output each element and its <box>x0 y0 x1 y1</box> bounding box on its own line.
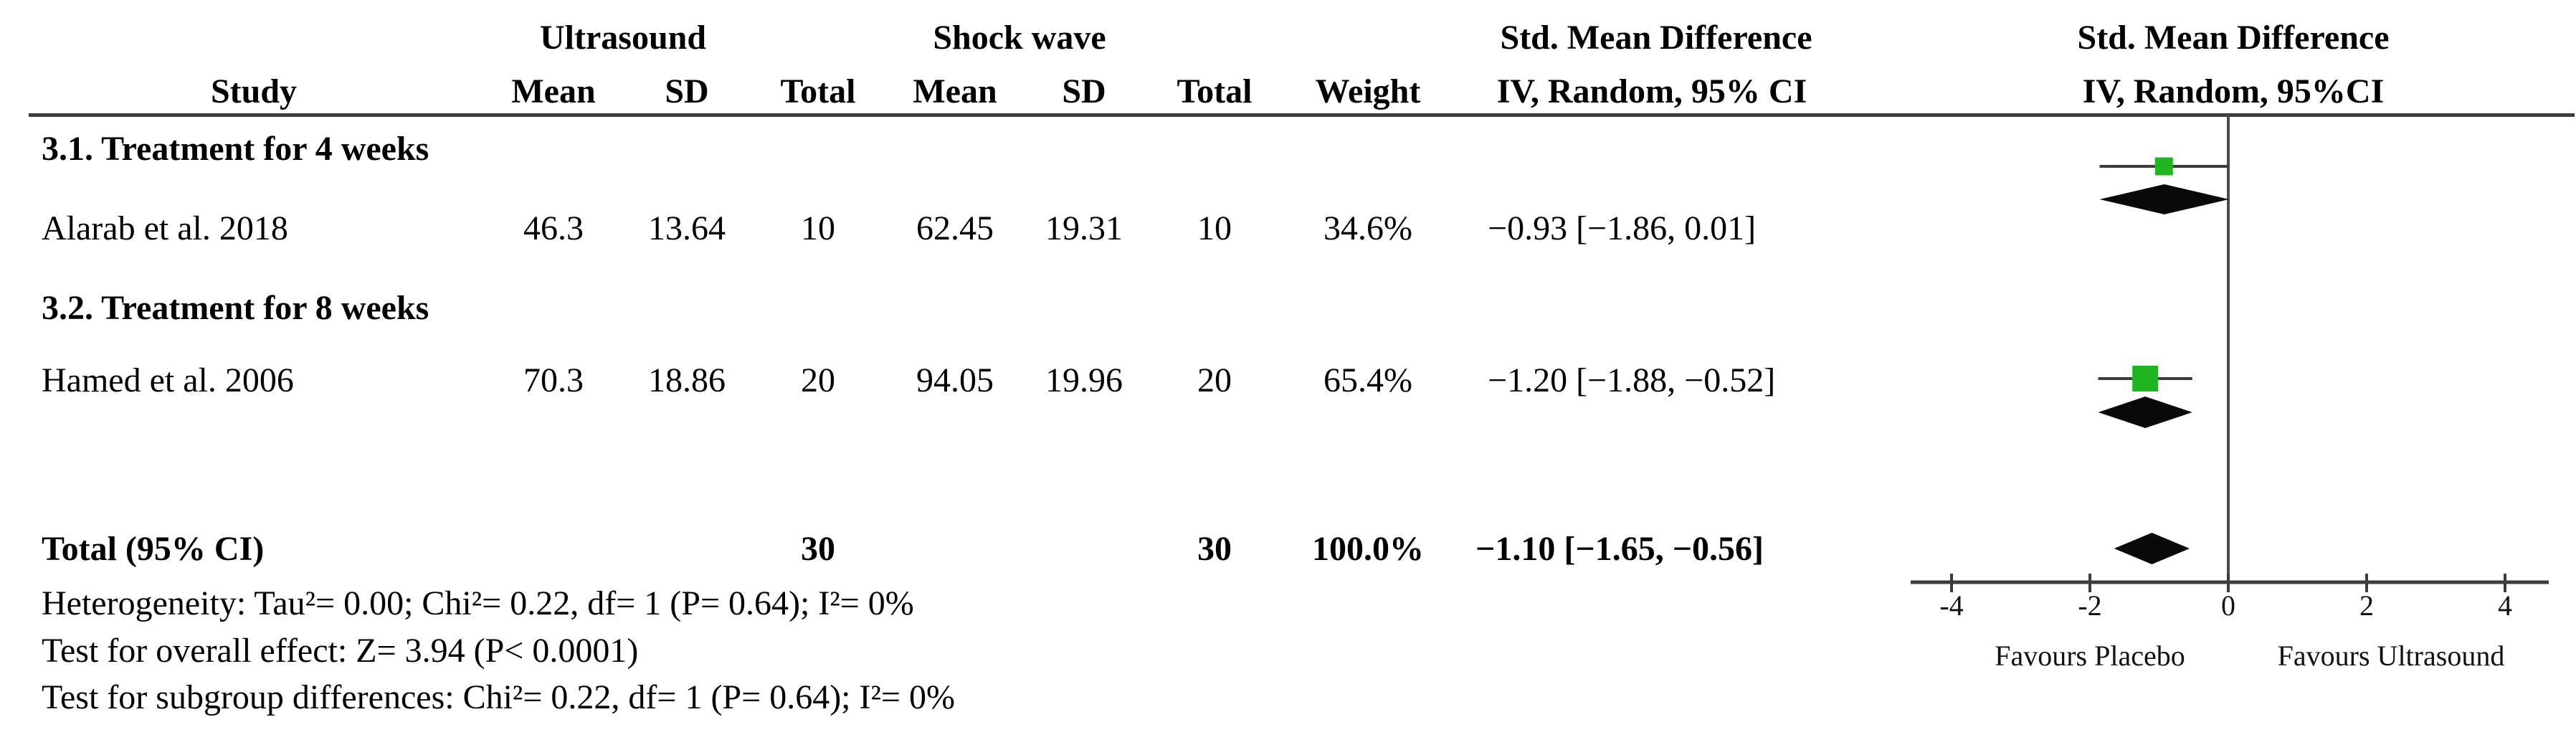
col-header-mean-us: Mean <box>511 72 596 110</box>
cell-mean-sw: 62.45 <box>916 209 994 247</box>
total-diamond <box>2114 533 2190 564</box>
study-name: Alarab et al. 2018 <box>42 209 288 247</box>
subtotal-diamond <box>2098 397 2192 428</box>
cell-weight: 34.6% <box>1323 209 1412 247</box>
total-weight: 100.0% <box>1312 530 1424 568</box>
col-header-ci-left: IV, Random, 95% CI <box>1496 72 1807 110</box>
total-label: Total (95% CI) <box>42 530 265 568</box>
total-total-sw: 30 <box>1197 530 1232 568</box>
cell-total-sw: 10 <box>1197 209 1232 247</box>
col-header-study: Study <box>210 72 298 110</box>
cell-sd-sw: 19.96 <box>1045 361 1123 399</box>
axis-tick-label: -2 <box>2078 589 2101 622</box>
col-header-mean-sw: Mean <box>913 72 997 110</box>
cell-sd-us: 13.64 <box>648 209 726 247</box>
study-name: Hamed et al. 2006 <box>42 361 294 399</box>
cell-mean-sw: 94.05 <box>916 361 994 399</box>
group-header-smd-left: Std. Mean Difference <box>1500 19 1812 57</box>
col-header-ci-right: IV, Random, 95%CI <box>2082 72 2385 110</box>
group-header-smd-right: Std. Mean Difference <box>2077 19 2390 57</box>
group-header-shockwave: Shock wave <box>933 19 1106 57</box>
subgroup-title: 3.1. Treatment for 4 weeks <box>42 130 429 168</box>
cell-ci-text: −0.93 [−1.86, 0.01] <box>1488 209 1757 247</box>
favours-left-label: Favours Placebo <box>1995 640 2185 672</box>
axis-tick-label: 0 <box>2221 589 2235 622</box>
overall-effect-note: Test for overall effect: Z= 3.94 (P< 0.0… <box>42 632 639 670</box>
subgroup-title: 3.2. Treatment for 8 weeks <box>42 289 429 327</box>
axis-tick-label: 4 <box>2498 589 2512 622</box>
axis-tick-label: -4 <box>1939 589 1963 622</box>
cell-sd-us: 18.86 <box>648 361 726 399</box>
col-header-sd-sw: SD <box>1062 72 1106 110</box>
group-header-ultrasound: Ultrasound <box>539 19 707 57</box>
cell-total-sw: 20 <box>1197 361 1232 399</box>
col-header-total-us: Total <box>780 72 856 110</box>
study-point-marker <box>2132 366 2159 391</box>
cell-total-us: 20 <box>801 361 835 399</box>
cell-sd-sw: 19.31 <box>1045 209 1123 247</box>
cell-mean-us: 46.3 <box>523 209 584 247</box>
subgroup-differences-note: Test for subgroup differences: Chi²= 0.2… <box>42 678 955 716</box>
cell-mean-us: 70.3 <box>523 361 584 399</box>
heterogeneity-note: Heterogeneity: Tau²= 0.00; Chi²= 0.22, d… <box>42 584 914 622</box>
total-ci-text: −1.10 [−1.65, −0.56] <box>1475 530 1764 568</box>
col-header-sd-us: SD <box>665 72 709 110</box>
cell-ci-text: −1.20 [−1.88, −0.52] <box>1488 361 1776 399</box>
study-point-marker <box>2154 157 2173 176</box>
cell-weight: 65.4% <box>1323 361 1412 399</box>
favours-right-label: Favours Ultrasound <box>2278 640 2505 672</box>
col-header-total-sw: Total <box>1177 72 1253 110</box>
subtotal-diamond <box>2099 184 2229 214</box>
header-divider <box>29 113 2575 117</box>
cell-total-us: 10 <box>801 209 835 247</box>
col-header-weight: Weight <box>1315 72 1421 110</box>
total-total-us: 30 <box>801 530 835 568</box>
axis-tick-label: 2 <box>2359 589 2374 622</box>
